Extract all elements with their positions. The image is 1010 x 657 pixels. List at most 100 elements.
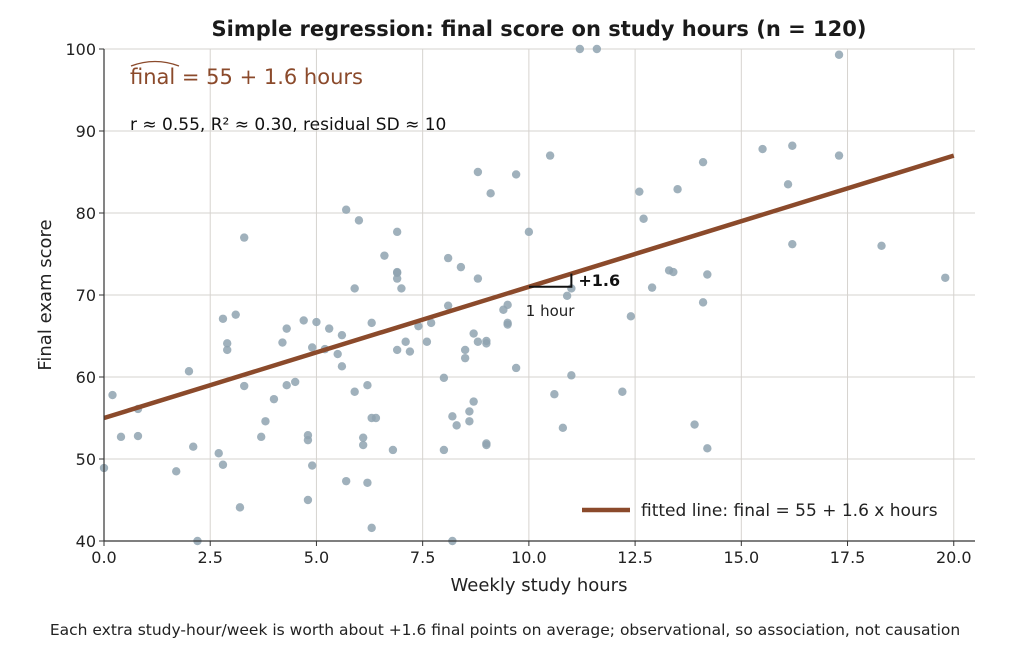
data-point	[460, 345, 470, 355]
data-point	[312, 317, 321, 327]
x-axis-label: Weekly study hours	[451, 575, 628, 596]
data-point	[618, 387, 627, 396]
data-point	[223, 339, 232, 348]
data-point	[877, 241, 886, 250]
data-point	[337, 362, 347, 371]
data-point	[116, 432, 126, 442]
data-point	[341, 476, 351, 486]
data-point	[269, 394, 279, 404]
data-point	[133, 431, 143, 441]
data-point	[223, 345, 232, 355]
data-point	[690, 420, 699, 429]
data-point	[443, 301, 453, 310]
data-point	[482, 336, 491, 346]
data-point	[380, 251, 389, 260]
data-point	[473, 337, 483, 346]
data-point	[439, 445, 449, 455]
x-tick-label: 17.5	[830, 548, 866, 567]
data-point	[783, 180, 793, 189]
data-point	[448, 412, 457, 421]
data-point	[358, 433, 368, 442]
data-point	[941, 273, 950, 282]
data-point	[324, 324, 334, 333]
data-point	[465, 417, 474, 426]
data-point	[550, 390, 559, 399]
data-point	[172, 467, 181, 476]
data-point	[257, 432, 266, 442]
y-tick-label: 50	[76, 450, 96, 469]
data-point	[303, 495, 313, 505]
data-point	[405, 347, 415, 356]
stats-label: r ≈ 0.55, R² ≈ 0.30, residual SD ≈ 10	[130, 115, 446, 135]
y-tick-label: 80	[76, 204, 96, 223]
data-point	[635, 187, 644, 196]
data-point	[575, 44, 585, 54]
chart-title: Simple regression: final score on study …	[212, 17, 867, 41]
y-tick-label: 70	[76, 286, 96, 305]
data-point	[639, 214, 648, 223]
legend-label: fitted line: final = 55 + 1.6 x hours	[641, 501, 938, 521]
data-point	[235, 503, 245, 512]
data-point	[426, 318, 436, 328]
data-point	[834, 50, 844, 59]
data-point	[698, 157, 708, 167]
legend: fitted line: final = 55 + 1.6 x hours	[582, 501, 938, 521]
data-point	[788, 239, 797, 249]
data-point	[465, 407, 474, 416]
data-point	[341, 205, 351, 214]
data-point	[189, 442, 198, 451]
data-point	[567, 371, 576, 380]
data-point	[626, 312, 636, 321]
y-ticks: 40 50 60 70 80 90 100	[65, 40, 104, 551]
x-tick-label: 5.0	[304, 548, 329, 567]
x-tick-label: 10.0	[511, 548, 547, 567]
data-point	[214, 449, 223, 458]
data-point	[758, 144, 767, 154]
x-tick-label: 12.5	[617, 548, 653, 567]
data-point	[414, 321, 423, 331]
data-point	[460, 353, 470, 363]
data-point	[669, 267, 678, 277]
y-tick-label: 40	[76, 532, 96, 551]
y-tick-label: 100	[65, 40, 96, 59]
data-point	[673, 185, 682, 194]
data-point	[511, 363, 521, 373]
data-point	[788, 141, 797, 150]
slope-triangle	[528, 273, 573, 288]
data-point	[456, 262, 466, 272]
data-point	[443, 253, 453, 263]
data-point	[562, 291, 572, 301]
data-point	[698, 298, 708, 307]
data-point	[240, 233, 249, 242]
equation-hat	[130, 60, 180, 67]
x-tick-label: 20.0	[936, 548, 972, 567]
data-point	[397, 284, 406, 293]
data-point	[363, 381, 372, 390]
data-point	[350, 284, 359, 293]
data-point	[108, 390, 117, 400]
data-point	[371, 413, 381, 423]
x-tick-label: 7.5	[410, 548, 435, 567]
data-point	[278, 338, 287, 347]
data-point	[282, 324, 291, 333]
x-ticks: 0.0 2.5 5.0 7.5 10.0 12.5 15.0 17.5 20.0	[91, 541, 972, 567]
data-point	[592, 44, 602, 54]
slope-annotation: +1.6 1 hour	[526, 271, 620, 320]
data-point	[231, 310, 240, 319]
data-point	[367, 318, 376, 328]
data-point	[703, 444, 712, 453]
y-tick-label: 60	[76, 368, 96, 387]
data-point	[350, 387, 359, 396]
data-point	[469, 397, 478, 406]
data-point	[473, 274, 483, 283]
data-point	[473, 167, 483, 177]
data-point	[299, 316, 308, 325]
run-label: 1 hour	[526, 302, 576, 320]
data-point	[647, 283, 657, 292]
data-point	[392, 345, 402, 355]
data-point	[422, 337, 432, 346]
data-point	[358, 440, 368, 450]
data-point	[511, 170, 521, 179]
equation-label: final = 55 + 1.6 hours	[130, 65, 363, 89]
